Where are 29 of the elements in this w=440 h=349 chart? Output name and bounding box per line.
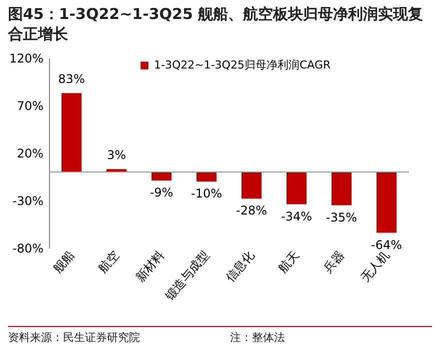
bar — [332, 172, 352, 206]
x-tick-label: 航天 — [276, 248, 302, 276]
x-tick-label: 兵器 — [320, 248, 347, 276]
data-label: -9% — [150, 186, 174, 200]
bar — [62, 93, 82, 172]
data-label: -35% — [326, 210, 358, 224]
data-label: -28% — [236, 204, 268, 218]
data-label: -34% — [280, 209, 312, 224]
bar — [376, 172, 396, 233]
bar — [196, 172, 216, 182]
text: 注：整体法 — [230, 330, 285, 345]
bar — [286, 172, 306, 204]
y-tick-label: 70% — [16, 99, 44, 113]
bar — [242, 172, 262, 199]
data-label: 3% — [106, 148, 126, 162]
chart-title: 图45：1-3Q22~1-3Q25 舰船、航空板块归母净利润实现复合正增长 — [6, 4, 424, 44]
x-tick-label: 新材料 — [132, 248, 167, 285]
y-tick-label: 120% — [9, 52, 44, 66]
legend-label: 1-3Q22~1-3Q25归母净利润CAGR — [154, 58, 331, 72]
data-label: 83% — [58, 72, 85, 86]
text: 资料来源：民生证券研究院 — [8, 330, 140, 345]
bar — [152, 172, 172, 181]
y-tick-label: -30% — [12, 194, 44, 208]
x-tick-label: 舰船 — [50, 248, 77, 276]
y-tick-label: -80% — [12, 242, 44, 256]
x-tick-label: 信息化 — [222, 248, 257, 285]
data-label: -10% — [190, 186, 222, 200]
y-tick-label: 20% — [16, 146, 44, 160]
x-tick-label: 航空 — [96, 248, 122, 276]
